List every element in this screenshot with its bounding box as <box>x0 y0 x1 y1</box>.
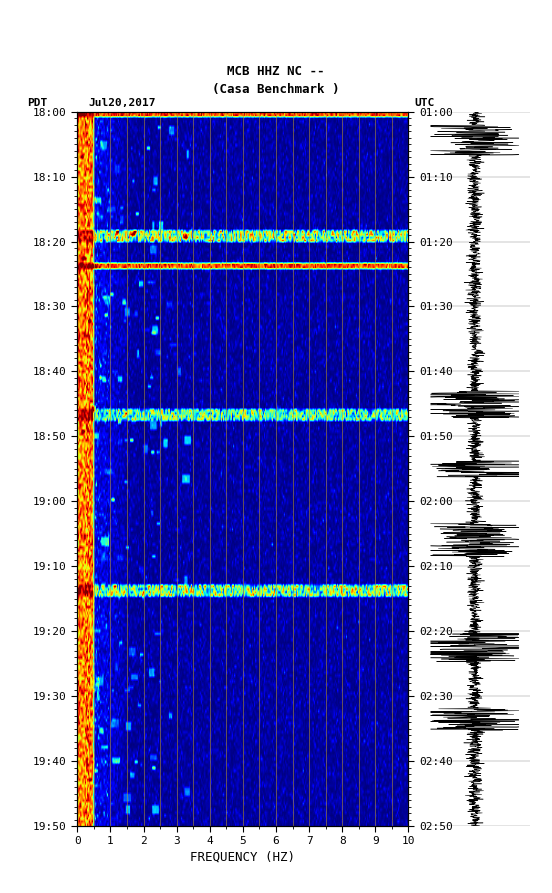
Text: PDT: PDT <box>28 97 48 108</box>
Text: USGS: USGS <box>18 13 48 27</box>
Text: Jul20,2017: Jul20,2017 <box>88 97 156 108</box>
Text: (Casa Benchmark ): (Casa Benchmark ) <box>213 83 339 96</box>
X-axis label: FREQUENCY (HZ): FREQUENCY (HZ) <box>190 851 295 864</box>
Text: MCB HHZ NC --: MCB HHZ NC -- <box>227 65 325 78</box>
Text: UTC: UTC <box>414 97 434 108</box>
